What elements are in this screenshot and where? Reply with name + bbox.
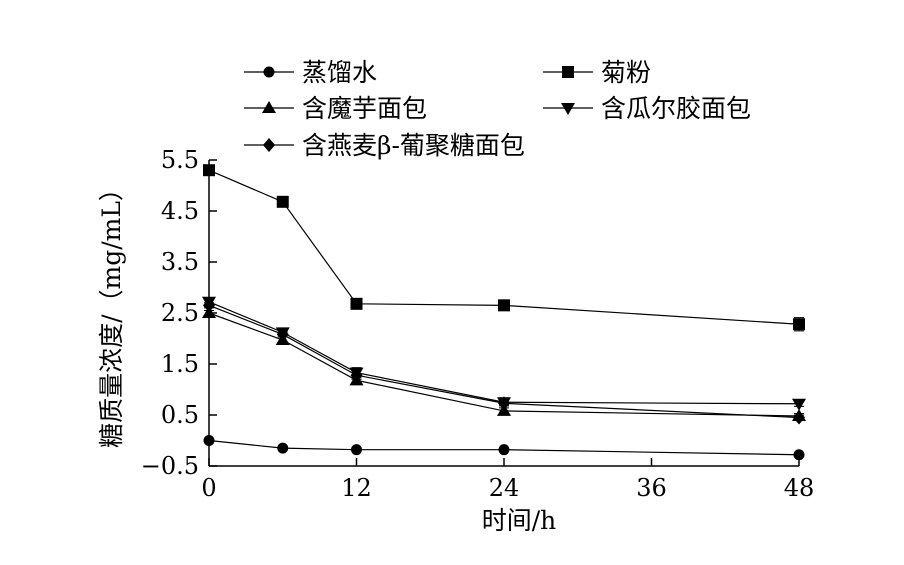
data-point [793,449,805,461]
legend-label: 蒸馏水 [302,58,377,87]
y-tick-label: 5.5 [161,146,199,174]
series-3 [202,296,806,411]
x-tick-label: 0 [201,474,216,502]
data-point [498,299,510,312]
data-point [351,444,362,456]
legend-label: 菊粉 [601,58,651,87]
y-axis-label: 糖质量浓度/（mg/mL） [97,176,126,448]
legend-label: 含瓜尔胶面包 [601,94,751,123]
data-point [277,442,289,454]
legend-item: 含燕麦β-葡聚糖面包 [244,131,525,160]
x-ticks: 0 12 24 36 48 [201,458,814,502]
series-0 [203,435,805,461]
y-tick-label: 2.5 [161,299,199,327]
data-point [793,318,805,331]
x-axis-label: 时间/h [482,506,557,535]
legend-label: 含魔芋面包 [302,94,427,123]
data-point [203,164,215,177]
legend-item: 蒸馏水 [244,58,377,87]
legend-item: 含瓜尔胶面包 [543,94,751,123]
data-point [350,368,363,383]
y-tick-label: 1.5 [161,350,199,378]
x-tick-label: 36 [636,474,667,502]
y-tick-label: 3.5 [161,248,199,276]
y-ticks: −0.5 0.5 1.5 2.5 3.5 4.5 5.5 [141,146,217,480]
data-point [276,327,289,342]
data-point [203,435,215,446]
legend-marker [263,66,275,78]
y-tick-label: 4.5 [161,197,199,225]
data-point [793,410,805,425]
data-point [276,195,289,208]
axes [208,160,799,467]
data-point [203,298,215,313]
series-1 [203,164,805,332]
legend-marker [562,66,574,78]
data-point [350,297,363,310]
data-point [498,396,510,411]
legend-label: 含燕麦β-葡聚糖面包 [302,131,525,160]
legend-item: 菊粉 [543,58,651,87]
data-point [498,444,510,456]
data-point [792,398,806,411]
y-tick-label: 0.5 [161,401,199,429]
series-line [208,301,800,405]
x-tick-label: 12 [341,474,372,502]
y-tick-label: −0.5 [141,452,199,480]
legend-item: 含魔芋面包 [244,94,427,123]
legend-marker [262,101,276,113]
series-4 [203,298,805,425]
x-tick-label: 24 [489,474,520,502]
x-tick-label: 48 [784,474,815,502]
series-group [202,164,806,461]
legend-marker [561,103,575,115]
legend-marker [263,138,275,152]
